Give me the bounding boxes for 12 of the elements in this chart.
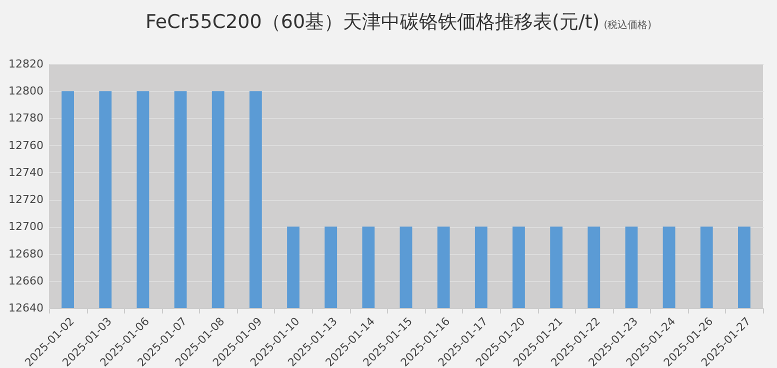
y-tick-label: 12800 (8, 84, 44, 98)
y-tick-label: 12780 (8, 112, 44, 125)
y-tick-label: 12820 (8, 58, 44, 70)
y-tick-label: 12740 (8, 166, 44, 179)
chart-subtitle: (税込価格) (604, 20, 652, 31)
y-tick-label: 12760 (8, 138, 44, 152)
y-tick-label: 12720 (8, 193, 44, 206)
y-tick-label: 12680 (8, 247, 44, 260)
y-tick-label: 12640 (8, 302, 44, 314)
y-tick-label: 12660 (8, 274, 44, 288)
y-tick-label: 12700 (8, 220, 44, 234)
chart-title: FeCr55C200（60基）天津中碳铬铁価格推移表(元/t) (145, 11, 600, 33)
